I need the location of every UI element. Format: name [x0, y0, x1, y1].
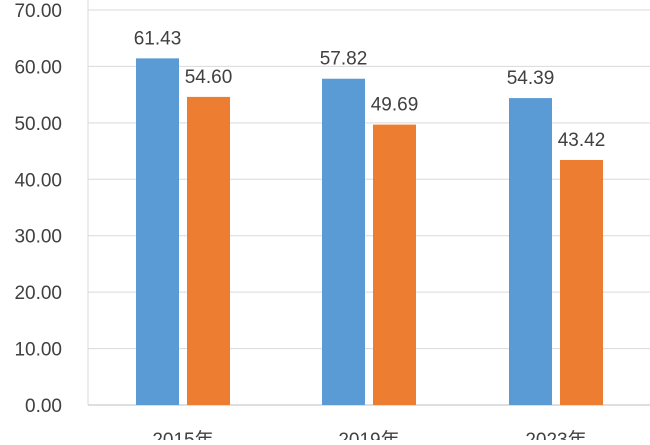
axes — [87, 0, 650, 406]
bar-series-1-1 — [322, 78, 365, 405]
data-label: 49.69 — [371, 95, 419, 116]
x-tick-label: 2015年 — [152, 429, 213, 440]
bar-series-2-0 — [187, 96, 230, 406]
y-tick-label: 0.00 — [25, 396, 62, 417]
y-tick-label: 50.00 — [14, 114, 62, 135]
data-label: 57.82 — [320, 49, 368, 70]
bars — [136, 58, 603, 406]
gridlines — [88, 9, 650, 350]
y-tick-label: 30.00 — [14, 227, 62, 248]
x-axis-tick-labels: 2015年 2019年 2023年 — [152, 429, 586, 445]
bar-series-1-2 — [509, 98, 552, 406]
y-tick-label: 10.00 — [14, 340, 62, 361]
data-label: 61.43 — [134, 28, 182, 49]
y-tick-label: 70.00 — [14, 1, 62, 22]
bar-series-2-2 — [560, 159, 603, 405]
y-tick-label: 20.00 — [14, 283, 62, 304]
x-tick-label: 2023年 — [525, 429, 586, 440]
data-label: 54.39 — [507, 68, 555, 89]
y-tick-label: 40.00 — [14, 170, 62, 191]
x-tick-label: 2019年 — [338, 429, 399, 440]
y-axis-tick-labels: 0.00 10.00 20.00 30.00 40.00 50.00 60.00 70.00 — [14, 1, 62, 417]
data-label: 54.60 — [185, 67, 233, 88]
y-tick-label: 60.00 — [14, 57, 62, 78]
bar-series-2-1 — [373, 124, 416, 405]
bar-series-1-0 — [136, 58, 179, 406]
data-label: 43.42 — [558, 130, 606, 151]
